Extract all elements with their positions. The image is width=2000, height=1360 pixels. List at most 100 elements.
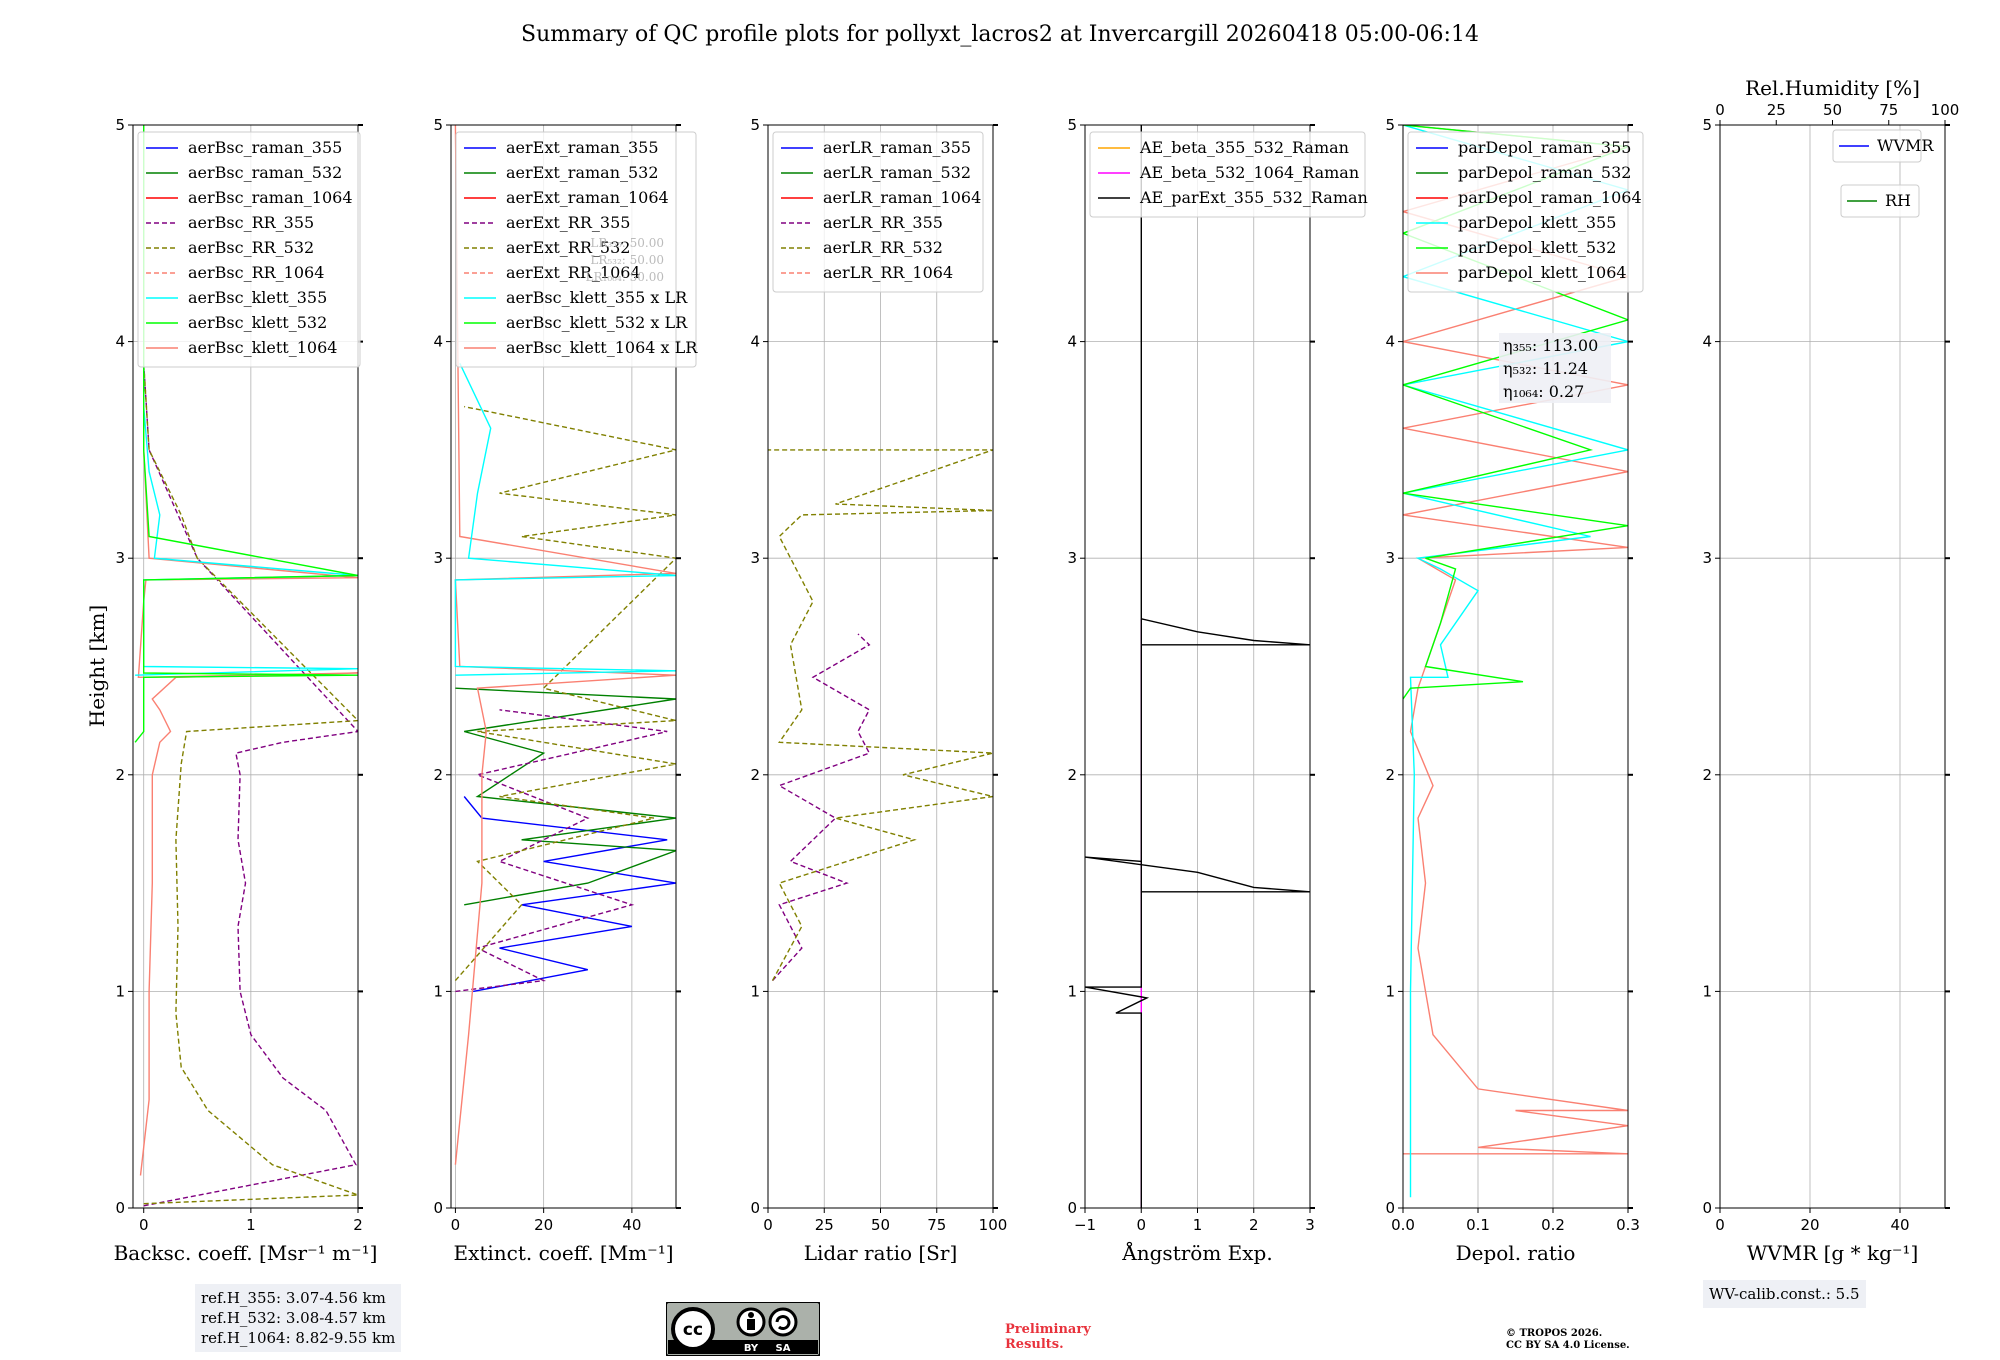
- series-line-aerLR_RR_355: [771, 633, 871, 982]
- legend-entry: aerBsc_raman_1064: [188, 188, 353, 207]
- ytick-label: 5: [750, 116, 760, 134]
- legend-entry: aerBsc_raman_532: [188, 163, 342, 182]
- panel-bsc: 0 1 2 3 4 5 0 1 2 Backsc. coeff. [Msr⁻¹ m⁻¹] aerBs…: [114, 116, 378, 1265]
- xtick-label: 1: [1193, 1216, 1203, 1234]
- eta-annotation: η₅₃₂: 11.24: [1503, 359, 1588, 378]
- legend-entry: aerLR_raman_1064: [823, 188, 981, 207]
- legend-entry: RH: [1885, 191, 1911, 210]
- legend-entry: parDepol_raman_1064: [1458, 188, 1642, 207]
- ytick-label: 2: [1385, 766, 1395, 784]
- lidar-ratio-annotation: LR₃₅₅: 50.00: [590, 236, 664, 250]
- cc-icon: [671, 1307, 715, 1351]
- series-line-aerBsc_RR_355: [143, 363, 358, 1207]
- preliminary-line-1: Preliminary: [1005, 1322, 1091, 1337]
- legend-entry: aerLR_RR_532: [823, 238, 943, 257]
- x-axis-label: Backsc. coeff. [Msr⁻¹ m⁻¹]: [114, 1241, 378, 1265]
- ytick-label: 0: [115, 1199, 125, 1217]
- top-x-axis-label: Rel.Humidity [%]: [1745, 76, 1920, 100]
- legend-entry: parDepol_klett_532: [1458, 238, 1616, 257]
- ytick-label: 0: [433, 1199, 443, 1217]
- legend-entry: parDepol_klett_355: [1458, 213, 1616, 232]
- ytick-label: 1: [750, 982, 760, 1000]
- ytick-label: 0: [1067, 1199, 1077, 1217]
- top-xtick-label: 0: [1715, 101, 1725, 119]
- xtick-label: 3: [1305, 1216, 1315, 1234]
- sa-icon: [768, 1307, 798, 1337]
- legend-entry: aerBsc_RR_532: [188, 238, 314, 257]
- series-group: [768, 449, 993, 982]
- legend-entry: aerExt_RR_532: [506, 238, 630, 257]
- ytick-label: 4: [1067, 333, 1077, 351]
- series-line-parDepol_klett_355: [1403, 125, 1628, 1198]
- legend-entry: aerExt_RR_355: [506, 213, 630, 232]
- ytick-label: 3: [1067, 549, 1077, 567]
- legend-entry: parDepol_klett_1064: [1458, 263, 1627, 282]
- legend-entry: parDepol_raman_532: [1458, 163, 1631, 182]
- xtick-label: 2: [353, 1216, 363, 1234]
- figure-title: Summary of QC profile plots for pollyxt_…: [521, 22, 1479, 47]
- ytick-label: 4: [1702, 333, 1712, 351]
- ytick-label: 3: [433, 549, 443, 567]
- legend-entry: aerLR_raman_532: [823, 163, 971, 182]
- xtick-label: 0.2: [1541, 1216, 1565, 1234]
- ytick-label: 2: [433, 766, 443, 784]
- legend-box: [772, 131, 984, 293]
- ref-height-355: ref.H_355: 3.07-4.56 km: [201, 1289, 386, 1307]
- top-xtick-label: 50: [1823, 101, 1842, 119]
- xtick-label: 100: [979, 1216, 1008, 1234]
- legend-entry: aerBsc_klett_1064: [188, 338, 337, 357]
- axes-frame: [1084, 124, 1311, 1209]
- legend-box: [137, 131, 361, 368]
- xtick-label: 40: [622, 1216, 641, 1234]
- legend-entry: aerLR_RR_1064: [823, 263, 953, 282]
- xtick-label: 20: [534, 1216, 553, 1234]
- copyright-label: © TROPOS 2026. CC BY SA 4.0 License.: [1506, 1328, 1630, 1352]
- eta-annotation: η₃₅₅: 113.00: [1503, 336, 1598, 355]
- top-xtick-label: 25: [1767, 101, 1786, 119]
- legend-entry: aerBsc_RR_1064: [188, 263, 324, 282]
- legend-entry: aerBsc_klett_532: [188, 313, 327, 332]
- xtick-label: 20: [1800, 1216, 1819, 1234]
- ytick-label: 0: [1702, 1199, 1712, 1217]
- ytick-label: 5: [1702, 116, 1712, 134]
- axes-frame: [1719, 124, 1946, 1209]
- xtick-label: 0: [1715, 1216, 1725, 1234]
- wv-calibration-box: WV-calib.const.: 5.5: [1703, 1280, 1866, 1308]
- legend-entry: parDepol_raman_355: [1458, 138, 1631, 157]
- series-group: [454, 125, 676, 1165]
- eta-annotation-box: [1499, 333, 1611, 403]
- x-axis-label: Extinct. coeff. [Mm⁻¹]: [453, 1241, 673, 1265]
- legend-entry: AE_beta_532_1064_Raman: [1139, 163, 1359, 182]
- ytick-label: 4: [750, 333, 760, 351]
- legend-entry: aerExt_RR_1064: [506, 263, 641, 282]
- top-xtick-label: 75: [1879, 101, 1898, 119]
- panel-depol: 0 1 2 3 4 5 0.0 0.1 0.2 0.3 Depol. ratio parDepol_r…: [1385, 116, 1644, 1265]
- copyright-line-2: CC BY SA 4.0 License.: [1506, 1340, 1630, 1351]
- lidar-ratio-annotation: LR₅₃₂: 50.00: [590, 253, 664, 267]
- ytick-label: 2: [1702, 766, 1712, 784]
- ytick-label: 1: [1385, 982, 1395, 1000]
- ytick-label: 4: [1385, 333, 1395, 351]
- series-group: [134, 125, 358, 1207]
- legend-entry: aerExt_raman_1064: [506, 188, 669, 207]
- series-line-aerLR_RR_532: [768, 449, 993, 981]
- xtick-label: 40: [1890, 1216, 1909, 1234]
- legend-entry: aerExt_raman_532: [506, 163, 659, 182]
- ref-height-532: ref.H_532: 3.08-4.57 km: [201, 1309, 386, 1327]
- ytick-label: 3: [115, 549, 125, 567]
- legend-box: [455, 131, 697, 368]
- cc-badge-sa: SA: [776, 1343, 791, 1354]
- xtick-label: 75: [927, 1216, 946, 1234]
- axes-frame: [767, 124, 994, 1209]
- xtick-label: 0.3: [1616, 1216, 1640, 1234]
- series-line-aerExt_raman_532: [455, 687, 676, 906]
- xtick-label: 0.0: [1391, 1216, 1415, 1234]
- cc-license-logo: cc BY SA: [665, 1301, 821, 1357]
- cc-badge-by: BY: [744, 1343, 759, 1354]
- legend-entry: aerBsc_RR_355: [188, 213, 314, 232]
- legend-entry: aerExt_raman_355: [506, 138, 659, 157]
- series-line-aerBsc_klett_1064 x LR: [454, 125, 676, 1165]
- top-xtick-label: 100: [1931, 101, 1960, 119]
